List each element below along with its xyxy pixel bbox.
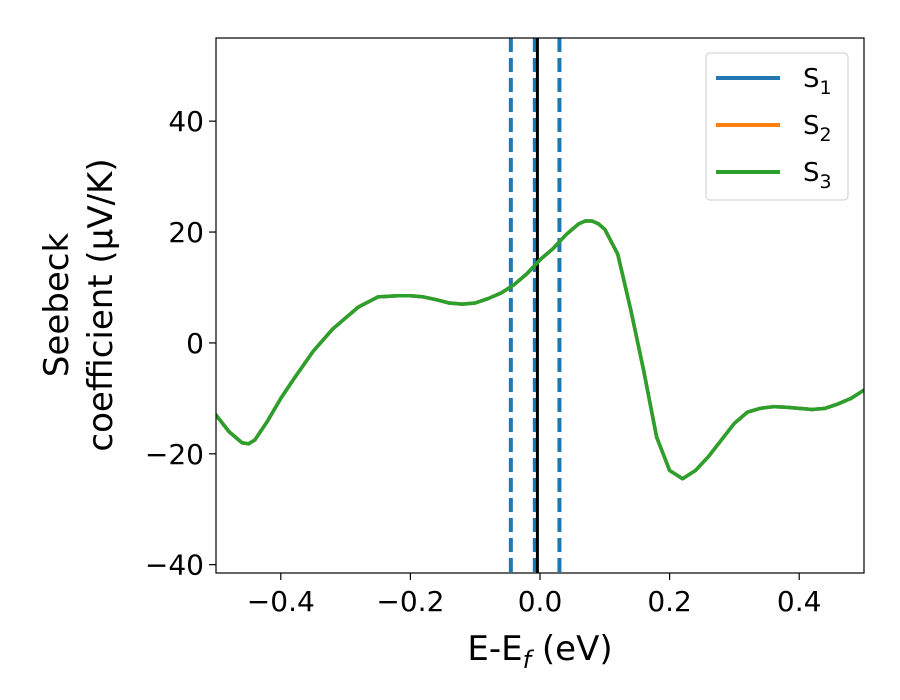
- x-axis-title: E-Ef (eV): [467, 629, 612, 674]
- legend-label-s1: S1: [803, 64, 832, 99]
- y-tick-label: 0: [186, 327, 204, 360]
- y-axis-title-line2: coefficient (μV/K): [81, 158, 121, 451]
- y-tick-label: 20: [168, 216, 204, 249]
- y-tick-label: 40: [168, 105, 204, 138]
- y-tick-label: −20: [145, 438, 204, 471]
- series-line-s3: [216, 219, 864, 481]
- vertical-lines: [508, 38, 562, 573]
- x-axis-ticks: −0.4 −0.2 0.0 0.2 0.4: [247, 573, 822, 618]
- x-tick-label: 0.2: [647, 585, 692, 618]
- x-tick-label: 0.4: [777, 585, 822, 618]
- x-tick-label: −0.2: [376, 585, 444, 618]
- y-axis-title-line1: Seebeck: [37, 233, 77, 378]
- legend-label-s3: S3: [803, 158, 832, 193]
- series-lines: [216, 219, 864, 481]
- x-tick-label: 0.0: [518, 585, 563, 618]
- y-axis-title: Seebeck coefficient (μV/K): [37, 158, 121, 451]
- y-axis-ticks: −40 −20 0 20 40: [145, 105, 216, 582]
- legend-label-s2: S2: [803, 111, 832, 146]
- x-tick-label: −0.4: [247, 585, 315, 618]
- x-axis-title-unit: (eV): [531, 629, 613, 669]
- legend: S1 S2 S3: [705, 52, 849, 201]
- x-axis-title-main: E-E: [467, 629, 522, 669]
- y-tick-label: −40: [145, 549, 204, 582]
